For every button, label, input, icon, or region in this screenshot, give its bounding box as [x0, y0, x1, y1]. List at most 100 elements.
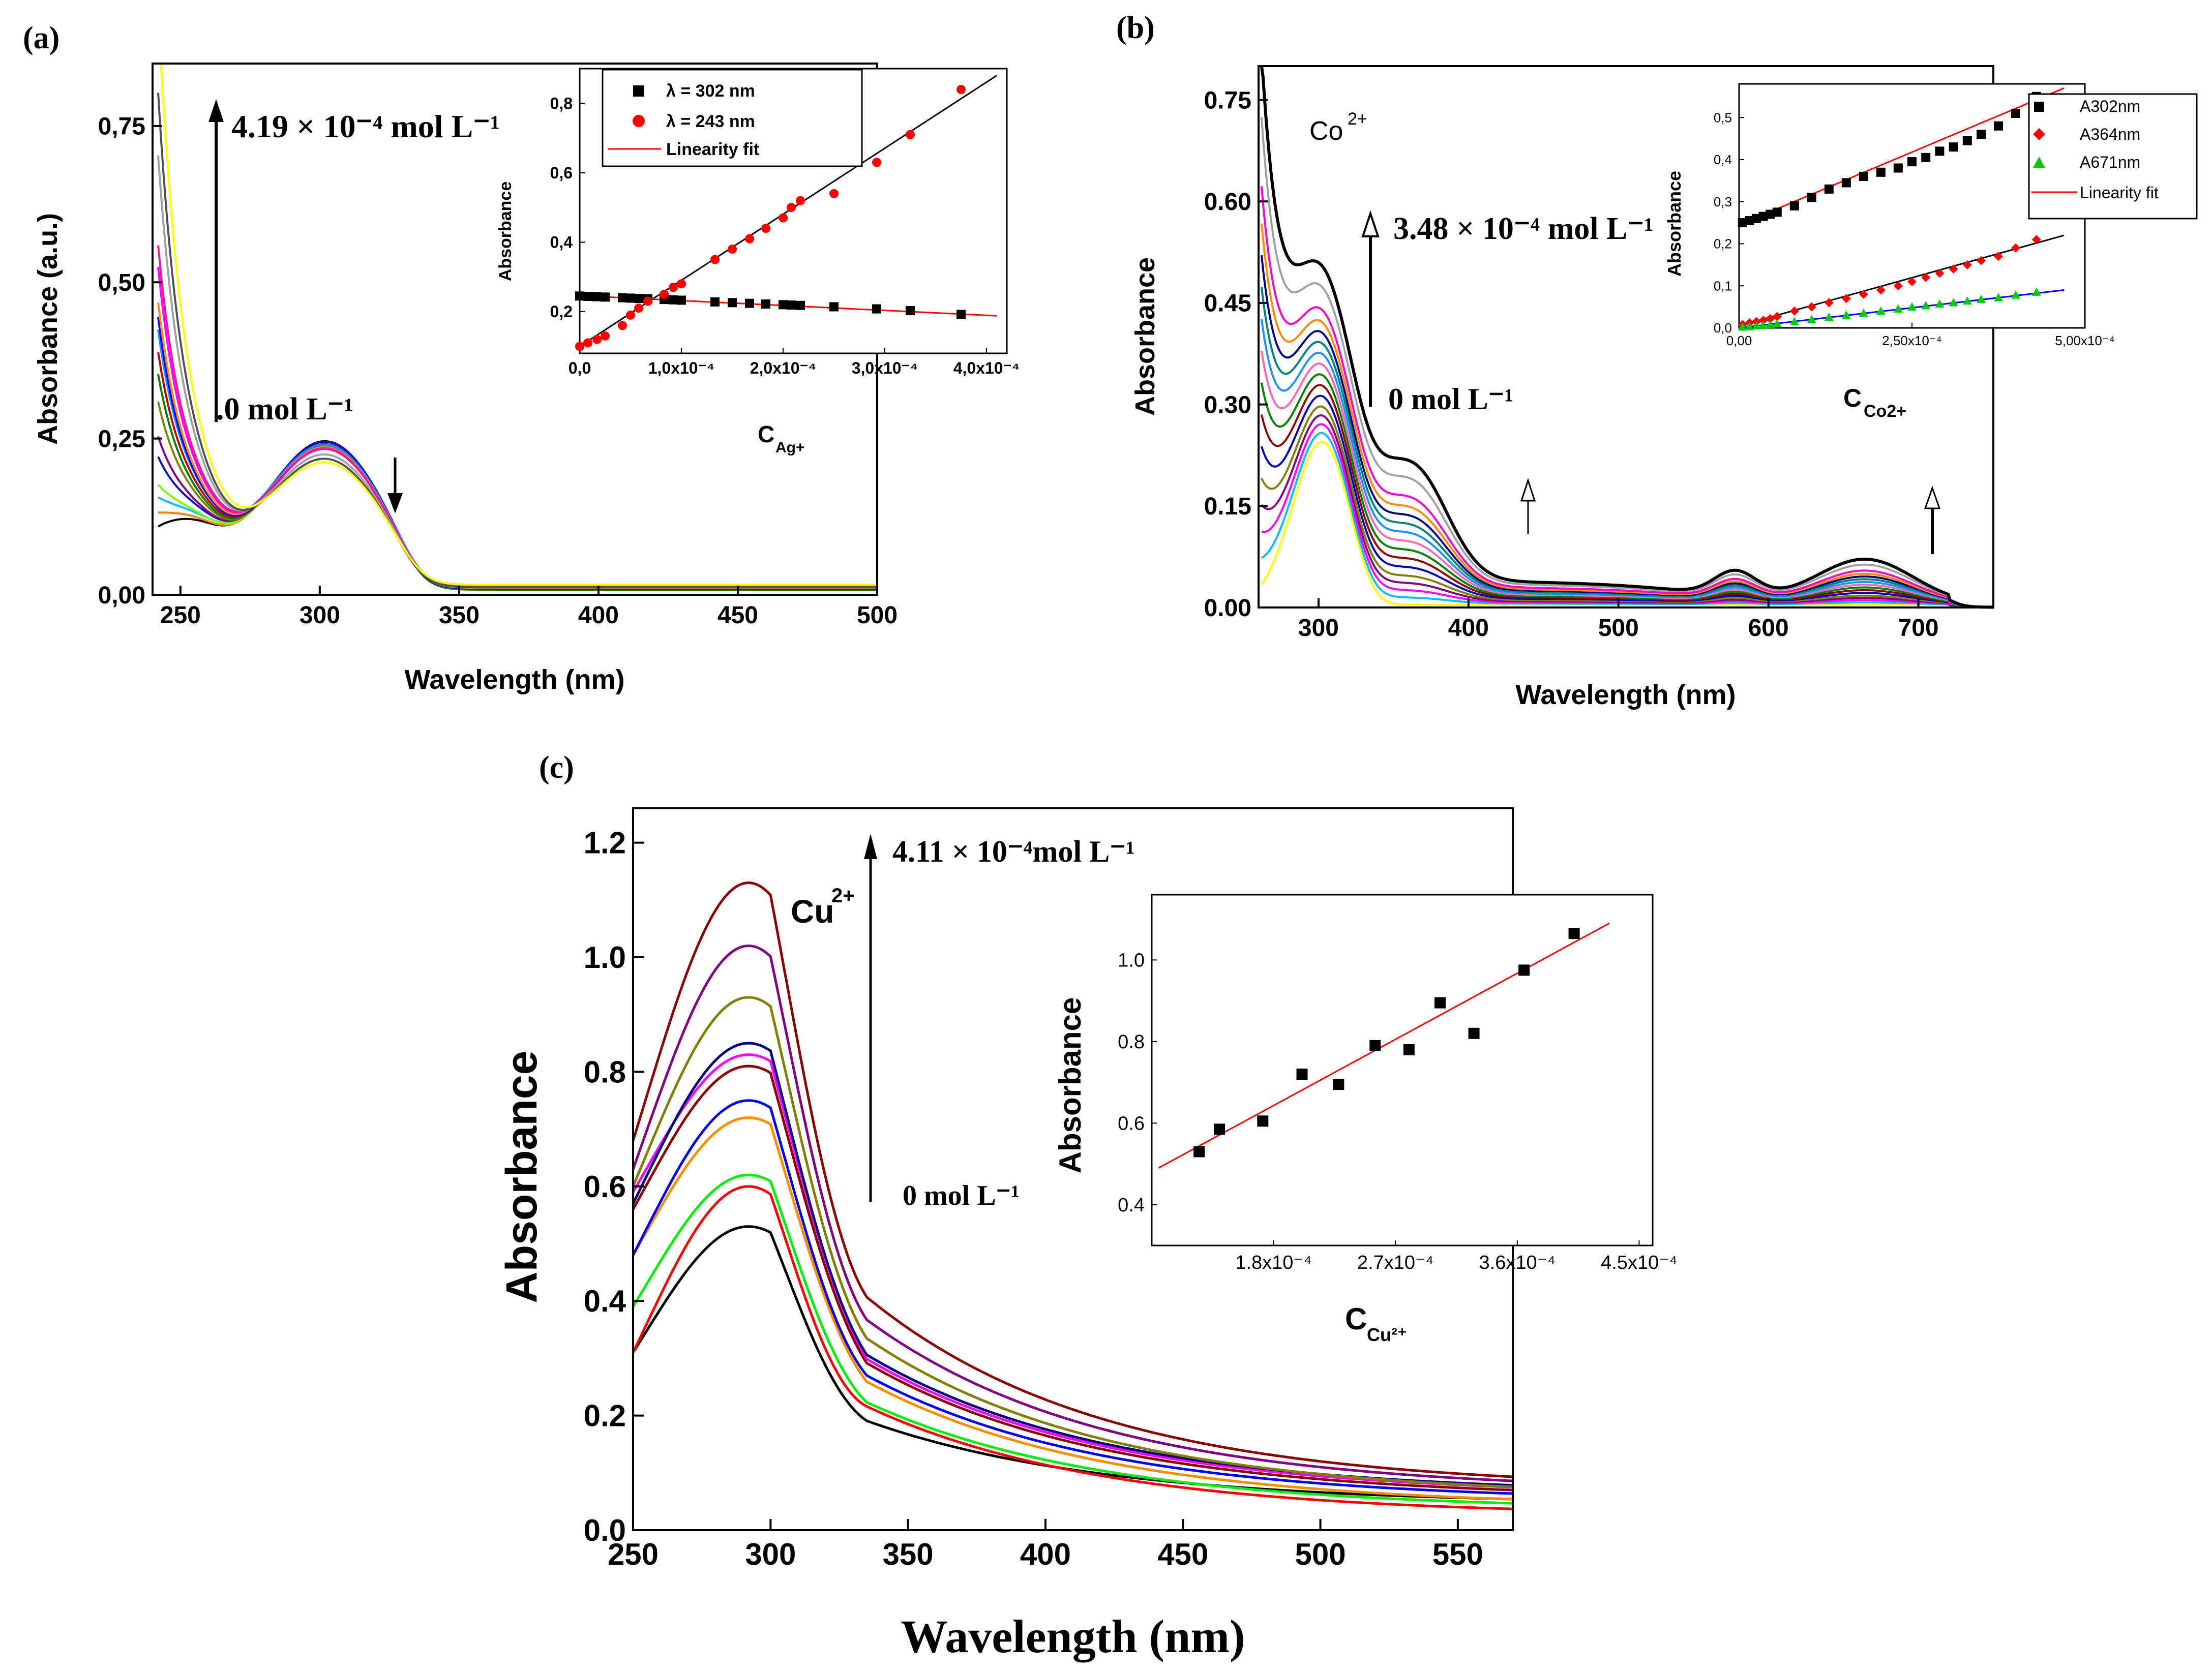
panel-a-xtick-label: 300: [300, 602, 340, 629]
panel-a-inset-point: [787, 203, 796, 212]
panel-b-spectrum: [1260, 384, 1993, 609]
panel-a-inset-point: [829, 189, 839, 198]
panel-a-inset-ytick-label: 0,4: [550, 233, 573, 252]
panel-b-inset-point: [1893, 281, 1903, 291]
panel-b-annotation-bottom: 0 mol L⁻¹: [1388, 382, 1513, 416]
panel-b-inset-point: [1807, 315, 1816, 323]
panel-a-inset-point: [779, 213, 788, 223]
panel-c-spectrum: [632, 1173, 1513, 1505]
panel-b-inset-plot: 0,00 2,50x10⁻⁴ 5,00x10⁻⁴ 0,0 0,1 0,2 0,3 0,4 0,5: [1714, 83, 2115, 348]
panel-c-inset-xtick-label: 3.6x10⁻⁴: [1479, 1252, 1556, 1273]
panel-c-inset-point: [1369, 1040, 1381, 1051]
panel-a-xlabel: Wavelength (nm): [404, 664, 624, 695]
panel-b-inset-point: [1921, 301, 1931, 310]
panel-label-a: (a): [23, 21, 59, 55]
panel-a-spectrum: [157, 317, 877, 590]
panel-b-inset-point: [1994, 252, 2003, 261]
panel-a-axes: 250 300 350 400 450 500 0,00 0,25 0,50 0,75: [98, 113, 898, 629]
panel-a-inset-xtick-label: 4,0x10⁻⁴: [953, 359, 1020, 377]
panel-b-inset-legend-marker-302: [2034, 102, 2044, 112]
panel-c-inset-point: [1434, 997, 1446, 1009]
panel-b-frame: [1258, 65, 1994, 609]
panel-b-inset-legend-671: A671nm: [2080, 153, 2140, 171]
panel-c-inset-fit-line: [1158, 922, 1610, 1169]
panel-c-ytick-label: 1.2: [584, 826, 626, 860]
panel-b-inset-ytick-label: 0,0: [1714, 320, 1732, 336]
panel-b-inset-ylabel: Absorbance: [1664, 171, 1685, 277]
panel-a-inset-point: [710, 255, 720, 264]
panel-b-inset-legend-marker-671: [2033, 157, 2045, 168]
panel-b-inset-point: [1789, 201, 1799, 210]
panel-a-inset-point: [677, 295, 686, 305]
panel-c-inset-frame: [1151, 894, 1654, 1246]
panel-b-inset-point: [1949, 298, 1958, 307]
panel-b-ytick-label: 0.45: [1204, 290, 1251, 317]
panel-b-spectrum: [1260, 287, 1993, 609]
panel-a-inset-point: [601, 331, 610, 341]
panel-b-inset-point: [1766, 209, 1775, 219]
panel-b-inset-point: [1994, 121, 2003, 131]
panel-b-inset-point: [1977, 256, 1986, 265]
panel-c-inset-ytick-label: 1.0: [1118, 950, 1145, 971]
panel-b-inset-point: [1807, 193, 1816, 202]
panel-b-spectrum: [1260, 319, 1993, 609]
panel-b-inset-point: [1859, 289, 1868, 299]
panel-c-ytick-label: 0.8: [584, 1055, 626, 1089]
panel-b-inset-point: [1935, 268, 1945, 278]
panel-a-inset-legend-box: [602, 69, 863, 167]
panel-a-xtick-label: 500: [857, 602, 898, 629]
panel-b-inset-point: [1935, 146, 1945, 156]
panel-a-inset-point: [761, 299, 770, 309]
panel-b-inset-point: [1907, 302, 1917, 311]
panel-c-spectrum: [632, 1053, 1513, 1488]
panel-a-inset-point: [779, 300, 788, 310]
panel-c: 250 300 350 400 450 500 5500.00.20.40.60.81.01…: [497, 807, 1678, 1662]
panel-c-spectrum: [632, 996, 1513, 1488]
panel-a-inset-point: [728, 245, 737, 254]
panel-c-ytick-label: 0.4: [584, 1284, 626, 1318]
panel-a-inset-point: [626, 310, 635, 320]
panel-a-spectrum: [157, 93, 877, 589]
panel-b-inset-point: [1859, 309, 1868, 317]
panel-b-ytick-label: 0.30: [1204, 391, 1251, 418]
panel-b-spectrum: [1260, 394, 1993, 609]
panel-b-inset-point: [1935, 299, 1945, 308]
panel-b-inset-legend-box: [2028, 93, 2198, 220]
panel-a-inset-point: [872, 158, 881, 167]
panel-b-inset-ytick-label: 0,4: [1714, 152, 1732, 167]
panel-b-inset-point: [1949, 264, 1958, 274]
panel-b-spectrum: [1260, 350, 1993, 609]
panel-a-inset-point: [956, 84, 966, 94]
panel-a-spectrum: [157, 436, 877, 590]
panel-a-up-arrowhead: [208, 99, 224, 122]
panel-c-ytick-label: 1.0: [584, 940, 626, 975]
panel-c-inset-plot: 1.8x10⁻⁴ 2.7x10⁻⁴ 3.6x10⁻⁴ 4.5x10⁻⁴ 0.4 0.6 0.…: [1118, 894, 1678, 1273]
panel-b-xtick-label: 300: [1298, 615, 1339, 642]
panel-c-xtick-label: 550: [1432, 1537, 1483, 1571]
panel-c-spectrum: [632, 881, 1513, 1478]
panel-b-spectrum: [1260, 186, 1994, 609]
panel-c-xtick-label: 250: [608, 1537, 659, 1571]
panel-c-inset-ylabel: Absorbance: [1053, 997, 1087, 1174]
panel-c-inset-point: [1193, 1146, 1205, 1158]
panel-b-inset-point: [1841, 311, 1851, 319]
panel-c-annotation-top: 4.11 × 10⁻⁴mol L⁻¹: [892, 835, 1135, 868]
panel-b-inset-point: [1789, 317, 1799, 325]
panel-a-inset-point: [669, 283, 678, 292]
panel-b-spectrum: [1261, 405, 1993, 609]
panel-b-inset-point: [1977, 130, 1986, 139]
panel-a-inset-point: [796, 196, 805, 205]
panel-b-inset-point: [1841, 178, 1851, 188]
panel-b-inset-point: [1977, 294, 1986, 303]
panel-b-ytick-label: 0.00: [1204, 595, 1251, 622]
panel-a-inset-point: [677, 279, 686, 289]
panel-c-inset-ytick-label: 0.8: [1118, 1031, 1145, 1053]
panel-a-down-arrowhead: [387, 493, 403, 513]
panel-a-spectrum: [157, 352, 877, 590]
panel-c-xtick-label: 300: [745, 1537, 796, 1571]
panel-c-xtick-label: 500: [1295, 1537, 1346, 1571]
panel-b-inset-point: [1893, 304, 1903, 313]
panel-a-inset-point: [626, 293, 635, 303]
panel-a-inset-legend-fit: Linearity fit: [666, 140, 759, 159]
